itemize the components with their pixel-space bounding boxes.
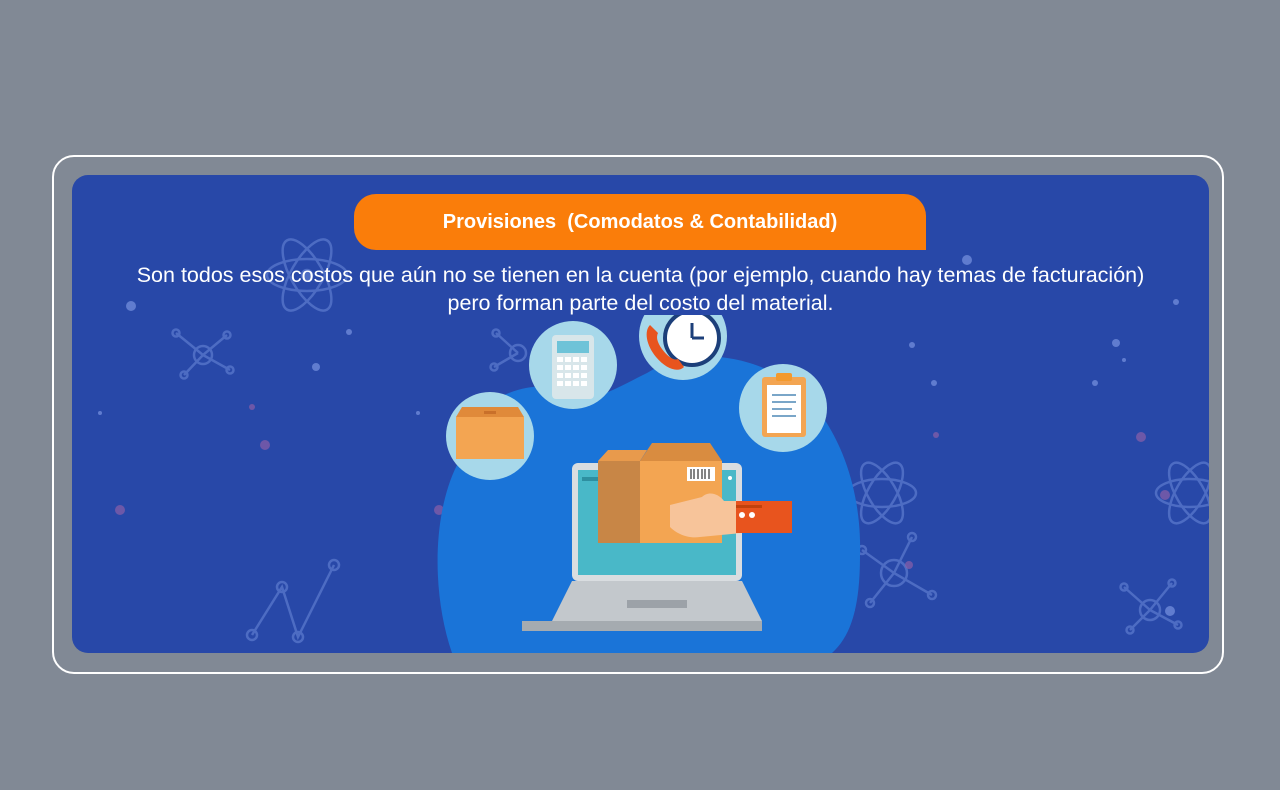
atom-icon [265, 238, 349, 312]
calculator-icon [529, 321, 617, 409]
slide-frame [52, 155, 1224, 674]
molecule-icon [856, 531, 938, 609]
credit-card-icon [736, 501, 792, 533]
molecule-icon [1119, 578, 1183, 635]
clock-icon [639, 315, 727, 380]
clipboard-icon [739, 364, 827, 452]
hand-icon [670, 493, 742, 538]
package-box [598, 443, 722, 543]
package-icon [446, 392, 534, 480]
content-panel: Provisiones (Comodatos & Contabilidad) S… [72, 175, 1209, 653]
description-text: Son todos esos costos que aún no se tien… [136, 263, 1145, 315]
molecule-icon [171, 328, 235, 380]
atom-icon [1154, 461, 1209, 525]
phone-icon [646, 325, 684, 370]
section-title: Provisiones (Comodatos & Contabilidad) [442, 210, 838, 233]
section-title-tab: Provisiones (Comodatos & Contabilidad) [354, 194, 926, 250]
molecule-icon [489, 328, 528, 372]
ecommerce-illustration [437, 315, 861, 653]
line-graph-decoration [245, 558, 341, 644]
background-decoration [98, 238, 1209, 644]
